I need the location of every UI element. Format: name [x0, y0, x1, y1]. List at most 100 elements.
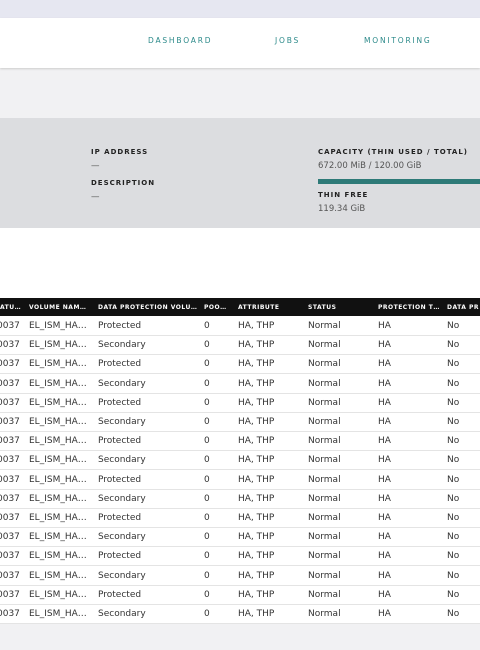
- table-cell: Secondary: [98, 609, 146, 619]
- table-cell: Normal: [308, 589, 341, 600]
- table-cell: 0037: [0, 493, 20, 504]
- table-cell: No: [447, 551, 460, 562]
- row-divider: [0, 603, 480, 605]
- table-cell: 0: [204, 570, 210, 581]
- table-cell: 0037: [0, 321, 20, 331]
- table-cell: Secondary: [98, 378, 146, 389]
- details-panel: IP ADDRESS — DESCRIPTION — CAPACITY (THI…: [0, 118, 480, 228]
- row-divider: [0, 392, 480, 394]
- table-cell: HA, THP: [238, 551, 275, 562]
- table-cell: Protected: [98, 551, 142, 562]
- table-cell: EL_ISM_HA…: [29, 321, 87, 331]
- table-cell: HA, THP: [238, 570, 275, 581]
- table-cell: HA, THP: [238, 417, 275, 427]
- nav-tab[interactable]: DASHBOARD: [148, 36, 213, 45]
- table-cell: 0: [204, 436, 210, 447]
- table-cell: No: [447, 417, 460, 427]
- table-cell: HA: [378, 513, 391, 523]
- row-divider: [0, 623, 480, 624]
- table-cell: Protected: [98, 436, 142, 447]
- table-cell: Protected: [98, 474, 142, 485]
- table-cell: Secondary: [98, 455, 146, 466]
- table-cell: 0: [204, 513, 210, 523]
- row-divider: [0, 431, 480, 432]
- table-cell: Protected: [98, 359, 142, 370]
- table-cell: EL_ISM_HA…: [29, 589, 87, 600]
- table-cell: 0037: [0, 436, 20, 447]
- table-area: [0, 228, 480, 624]
- nav-bar: DASHBOARD JOBS MONITORING: [0, 18, 480, 68]
- table-cell: HA, THP: [238, 436, 275, 447]
- label: DESCRIPTION: [91, 179, 156, 187]
- table-cell: 0: [204, 340, 210, 351]
- column-header: PROTECTION T…: [378, 304, 440, 311]
- table-cell: Normal: [308, 493, 341, 504]
- table-cell: EL_ISM_HA…: [29, 513, 87, 523]
- row-divider: [0, 527, 480, 528]
- table-cell: 0037: [0, 551, 20, 562]
- table-cell: Normal: [308, 321, 341, 331]
- nav-tab[interactable]: JOBS: [275, 36, 301, 45]
- table-cell: HA: [378, 455, 391, 466]
- table-cell: HA: [378, 378, 391, 389]
- column-header: ATTRIBUTE: [238, 304, 280, 311]
- row-divider: [0, 335, 480, 336]
- row-divider: [0, 373, 480, 375]
- table-cell: 0037: [0, 513, 20, 523]
- table-cell: HA: [378, 551, 391, 562]
- table-cell: EL_ISM_HA…: [29, 609, 87, 619]
- column-header: DATA PR: [447, 304, 480, 311]
- column-header: ATU…: [0, 304, 22, 311]
- table-cell: Secondary: [98, 417, 146, 427]
- table-cell: EL_ISM_HA…: [29, 378, 87, 389]
- label: IP ADDRESS: [91, 148, 149, 156]
- table-cell: 0037: [0, 417, 20, 427]
- table-cell: Protected: [98, 513, 142, 523]
- table-cell: HA, THP: [238, 455, 275, 466]
- table-cell: Normal: [308, 436, 341, 447]
- table-cell: EL_ISM_HA…: [29, 551, 87, 562]
- table-cell: 0037: [0, 589, 20, 600]
- table-cell: EL_ISM_HA…: [29, 455, 87, 466]
- table-cell: HA: [378, 570, 391, 581]
- table-cell: No: [447, 474, 460, 485]
- value: 119.34 GiB: [318, 204, 366, 214]
- table-cell: HA, THP: [238, 474, 275, 485]
- table-header: [0, 298, 480, 316]
- table-cell: HA: [378, 417, 391, 427]
- table-cell: 0: [204, 397, 210, 408]
- table-cell: Protected: [98, 397, 142, 408]
- table-cell: HA, THP: [238, 589, 275, 600]
- nav-tab[interactable]: MONITORING: [364, 36, 432, 45]
- table-cell: HA: [378, 340, 391, 351]
- table-cell: No: [447, 609, 460, 619]
- table-cell: HA: [378, 321, 391, 331]
- table-cell: No: [447, 589, 460, 600]
- table-cell: No: [447, 397, 460, 408]
- table-cell: Protected: [98, 589, 142, 600]
- table-cell: Normal: [308, 378, 341, 389]
- table-cell: No: [447, 378, 460, 389]
- column-header: VOLUME NAM…: [29, 304, 87, 311]
- table-cell: No: [447, 455, 460, 466]
- window-bar: [0, 0, 480, 18]
- table-cell: 0: [204, 359, 210, 370]
- column-header: POO…: [204, 304, 227, 311]
- table-cell: 0: [204, 474, 210, 485]
- table-cell: HA: [378, 532, 391, 543]
- capacity-bar: [318, 179, 480, 184]
- table-cell: Normal: [308, 417, 341, 427]
- table-cell: 0: [204, 609, 210, 619]
- label: CAPACITY (THIN USED / TOTAL): [318, 148, 468, 156]
- table-cell: HA, THP: [238, 321, 275, 331]
- table-cell: HA: [378, 359, 391, 370]
- row-divider: [0, 450, 480, 452]
- table-cell: EL_ISM_HA…: [29, 359, 87, 370]
- column-header: STATUS: [308, 304, 337, 311]
- table-cell: EL_ISM_HA…: [29, 493, 87, 504]
- table-cell: Normal: [308, 455, 341, 466]
- table-cell: Protected: [98, 321, 142, 331]
- table-cell: Secondary: [98, 340, 146, 351]
- table-cell: 0037: [0, 378, 20, 389]
- row-divider: [0, 354, 480, 356]
